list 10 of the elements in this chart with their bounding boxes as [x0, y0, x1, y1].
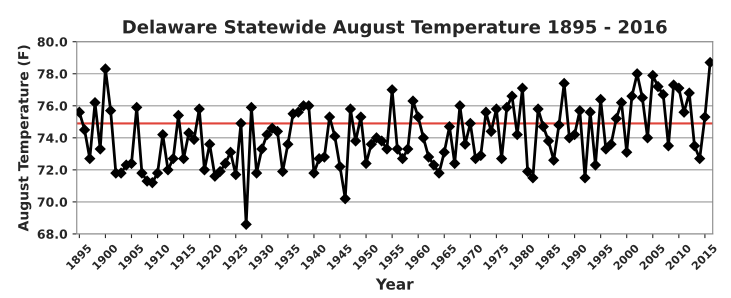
y-tick-label: 80.0	[38, 37, 68, 47]
y-tick-label: 72.0	[38, 165, 68, 175]
y-tick-label: 76.0	[38, 101, 68, 111]
y-tick-label: 74.0	[38, 133, 68, 143]
y-tick-label: 70.0	[38, 197, 68, 207]
y-tick-label: 78.0	[38, 69, 68, 79]
x-axis-title: Year	[376, 278, 414, 290]
chart-title: Delaware Statewide August Temperature 1895 - 2016	[123, 20, 667, 38]
y-axis-title: August Temperature (F)	[18, 45, 32, 232]
y-tick-label: 68.0	[38, 229, 68, 239]
